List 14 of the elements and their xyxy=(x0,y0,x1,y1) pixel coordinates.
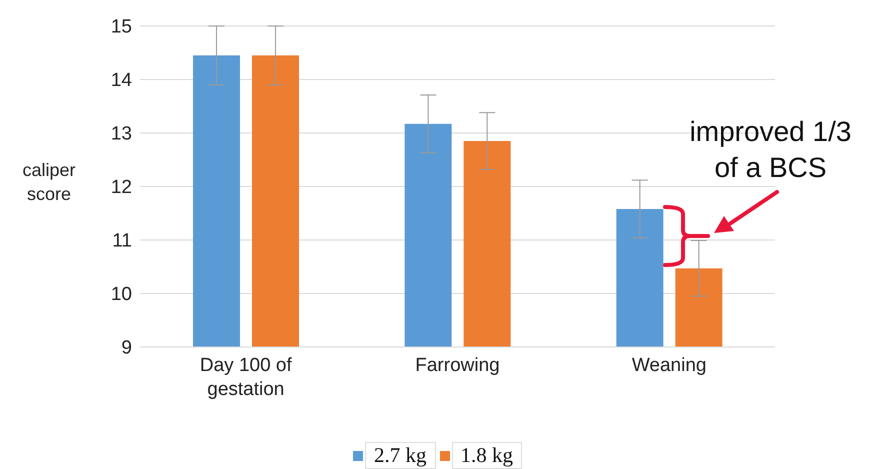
y-tick-label: 15 xyxy=(110,16,132,38)
x-tick-label: Day 100 of gestation xyxy=(200,355,292,400)
x-tick-label: Farrowing xyxy=(415,355,500,376)
y-tick-label: 10 xyxy=(110,284,132,306)
annotation: improved 1/3 of a BCS xyxy=(688,115,852,185)
y-tick-label: 9 xyxy=(121,338,132,359)
y-tick-label: 11 xyxy=(112,230,132,252)
legend-label: 2.7 kg xyxy=(365,442,436,469)
legend-label: 1.8 kg xyxy=(452,442,522,469)
y-tick-label: 12 xyxy=(110,177,132,198)
y-tick-label: 13 xyxy=(110,124,132,145)
y-axis-title: caliper score xyxy=(21,159,77,206)
x-tick-label: Weaning xyxy=(632,355,706,376)
y-tick-label: 14 xyxy=(110,70,132,92)
